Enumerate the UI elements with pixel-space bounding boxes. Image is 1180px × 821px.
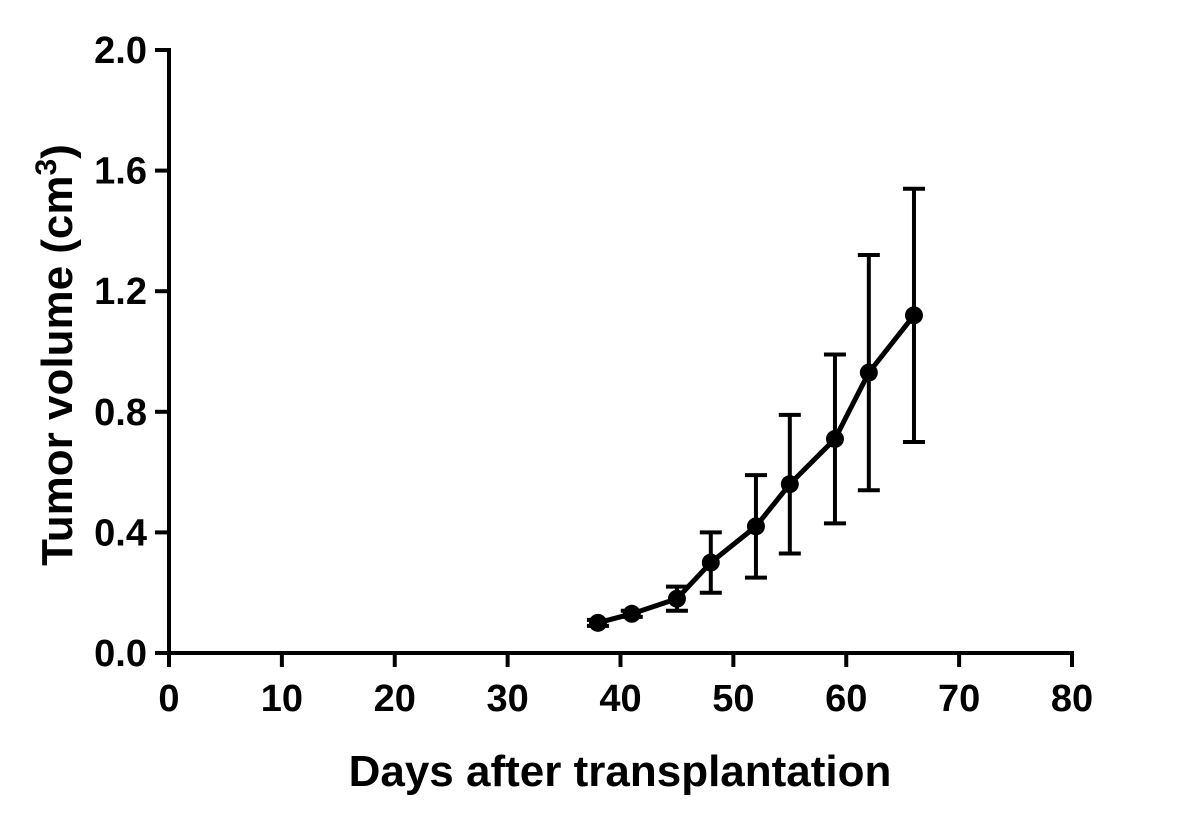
y-axis-title-text: Tumor volume (cm bbox=[33, 175, 82, 565]
x-tick-label: 10 bbox=[261, 678, 303, 720]
y-axis-title-suffix: ) bbox=[33, 144, 82, 159]
data-point bbox=[746, 517, 765, 536]
y-tick-label: 0.4 bbox=[94, 512, 147, 554]
x-tick-label: 30 bbox=[486, 678, 528, 720]
y-tick-label: 0.0 bbox=[94, 633, 147, 675]
data-point bbox=[588, 613, 607, 632]
data-point bbox=[622, 604, 641, 623]
x-tick-label: 50 bbox=[712, 678, 754, 720]
chart-marks bbox=[586, 186, 925, 632]
y-tick-label: 2.0 bbox=[94, 30, 147, 72]
x-tick-label: 20 bbox=[374, 678, 416, 720]
data-point bbox=[780, 475, 799, 494]
x-tick-label: 80 bbox=[1051, 678, 1093, 720]
x-tick-label: 40 bbox=[599, 678, 641, 720]
data-point bbox=[667, 589, 686, 608]
x-tick-label: 0 bbox=[158, 678, 179, 720]
data-point bbox=[701, 553, 720, 572]
x-axis-title: Days after transplantation bbox=[349, 747, 892, 796]
y-tick-label: 1.6 bbox=[94, 151, 147, 193]
data-point bbox=[904, 306, 923, 325]
x-tick-label: 60 bbox=[825, 678, 867, 720]
x-tick-label: 70 bbox=[938, 678, 980, 720]
y-axis-title-superscript: 3 bbox=[30, 159, 63, 176]
data-point bbox=[825, 429, 844, 448]
y-axis-title: Tumor volume (cm3) bbox=[30, 144, 82, 566]
y-tick-label: 0.8 bbox=[94, 392, 147, 434]
data-point bbox=[859, 363, 878, 382]
y-tick-label: 1.2 bbox=[94, 271, 147, 313]
axes: 0.0 0.4 0.8 1.2 1.6 2.0 0 10 20 30 40 50 60 70 80 bbox=[94, 30, 1093, 720]
